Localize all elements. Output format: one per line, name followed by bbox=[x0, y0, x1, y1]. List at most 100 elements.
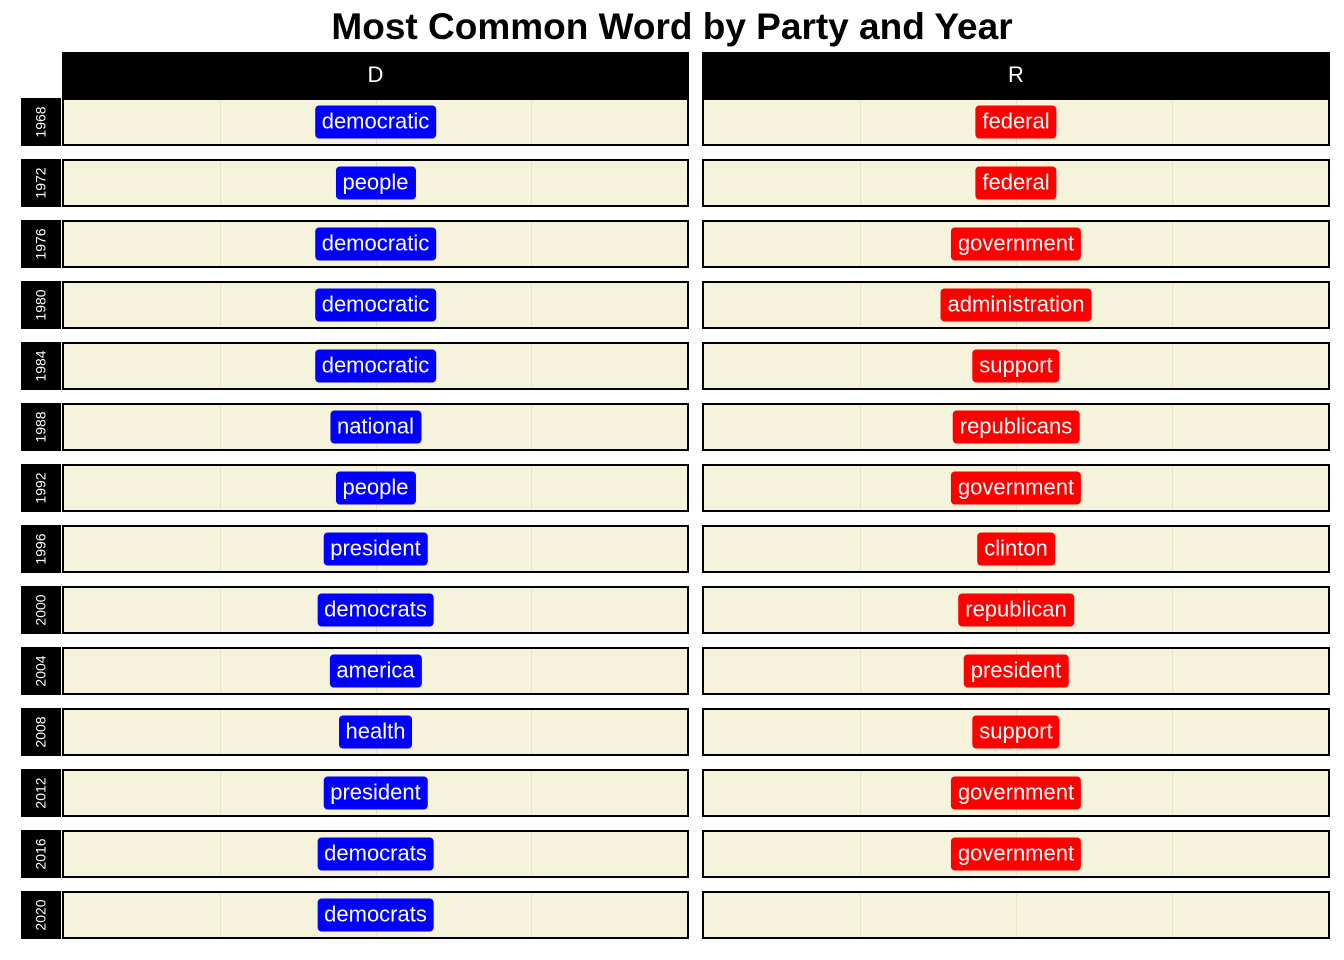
word-label-r-2012: government bbox=[950, 776, 1082, 810]
panel-d-1980: democratic bbox=[62, 281, 689, 329]
chart-title: Most Common Word by Party and Year bbox=[331, 6, 1013, 47]
row-strip-2020: 2020 bbox=[21, 891, 61, 939]
word-label-d-1968: democratic bbox=[314, 105, 437, 139]
word-label-d-1984: democratic bbox=[314, 349, 437, 383]
panel-d-1988: national bbox=[62, 403, 689, 451]
word-label-r-1992: government bbox=[950, 471, 1082, 505]
panel-r-2008: support bbox=[702, 708, 1330, 756]
panel-d-1968: democratic bbox=[62, 98, 689, 146]
gridline bbox=[531, 405, 533, 449]
panel-r-1968: federal bbox=[702, 98, 1330, 146]
panel-r-1984: support bbox=[702, 342, 1330, 390]
gridline bbox=[219, 771, 221, 815]
gridline bbox=[531, 222, 533, 266]
gridline bbox=[531, 161, 533, 205]
row-strip-1968: 1968 bbox=[21, 98, 61, 146]
panel-r-1992: government bbox=[702, 464, 1330, 512]
word-label-d-2004: america bbox=[329, 654, 422, 688]
gridline bbox=[1172, 527, 1173, 571]
word-label-d-2020: democrats bbox=[317, 898, 434, 932]
row-strip-1972: 1972 bbox=[21, 159, 61, 207]
gridline bbox=[531, 100, 533, 144]
gridline bbox=[1172, 405, 1173, 449]
panel-d-2008: health bbox=[62, 708, 689, 756]
row-strip-2004: 2004 bbox=[21, 647, 61, 695]
panel-d-2004: america bbox=[62, 647, 689, 695]
gridline bbox=[860, 405, 861, 449]
word-label-r-2008: support bbox=[972, 715, 1060, 749]
gridline bbox=[531, 893, 533, 937]
gridline bbox=[219, 222, 221, 266]
gridline bbox=[1172, 893, 1173, 937]
gridline bbox=[219, 710, 221, 754]
gridline bbox=[1172, 832, 1173, 876]
gridline bbox=[860, 466, 861, 510]
row-strip-2000: 2000 bbox=[21, 586, 61, 634]
gridline bbox=[860, 283, 861, 327]
gridline bbox=[1172, 283, 1173, 327]
panel-r-2000: republican bbox=[702, 586, 1330, 634]
gridline bbox=[860, 588, 861, 632]
gridline bbox=[219, 466, 221, 510]
word-label-r-1972: federal bbox=[975, 166, 1057, 200]
word-label-d-1996: president bbox=[323, 532, 428, 566]
gridline bbox=[1172, 710, 1173, 754]
panel-d-1992: people bbox=[62, 464, 689, 512]
gridline bbox=[1172, 771, 1173, 815]
word-label-r-1988: republicans bbox=[952, 410, 1080, 444]
panel-d-2012: president bbox=[62, 769, 689, 817]
column-strip-r: R bbox=[702, 52, 1330, 98]
panel-d-1984: democratic bbox=[62, 342, 689, 390]
gridline bbox=[219, 893, 221, 937]
word-label-r-1980: administration bbox=[940, 288, 1092, 322]
panel-d-2020: democrats bbox=[62, 891, 689, 939]
gridline bbox=[219, 100, 221, 144]
gridline bbox=[531, 710, 533, 754]
row-strip-1988: 1988 bbox=[21, 403, 61, 451]
panel-d-2016: democrats bbox=[62, 830, 689, 878]
gridline bbox=[860, 649, 861, 693]
gridline bbox=[860, 161, 861, 205]
gridline bbox=[1172, 588, 1173, 632]
word-label-r-1968: federal bbox=[975, 105, 1057, 139]
gridline bbox=[860, 344, 861, 388]
gridline bbox=[1172, 344, 1173, 388]
row-strip-1996: 1996 bbox=[21, 525, 61, 573]
row-strip-1980: 1980 bbox=[21, 281, 61, 329]
gridline bbox=[1172, 466, 1173, 510]
panel-r-2012: government bbox=[702, 769, 1330, 817]
gridline bbox=[531, 466, 533, 510]
column-strip-d: D bbox=[62, 52, 689, 98]
word-label-r-2000: republican bbox=[958, 593, 1074, 627]
gridline bbox=[531, 832, 533, 876]
gridline bbox=[219, 283, 221, 327]
word-label-d-1992: people bbox=[335, 471, 416, 505]
gridline bbox=[531, 527, 533, 571]
gridline bbox=[219, 527, 221, 571]
gridline bbox=[860, 771, 861, 815]
word-label-d-2000: democrats bbox=[317, 593, 434, 627]
panel-d-1976: democratic bbox=[62, 220, 689, 268]
panel-r-2020 bbox=[702, 891, 1330, 939]
gridline bbox=[1172, 161, 1173, 205]
panel-r-2004: president bbox=[702, 647, 1330, 695]
gridline bbox=[1016, 893, 1017, 937]
panel-r-1980: administration bbox=[702, 281, 1330, 329]
gridline bbox=[219, 161, 221, 205]
row-strip-2012: 2012 bbox=[21, 769, 61, 817]
gridline bbox=[860, 527, 861, 571]
gridline bbox=[219, 405, 221, 449]
row-strip-1984: 1984 bbox=[21, 342, 61, 390]
row-strip-1976: 1976 bbox=[21, 220, 61, 268]
word-label-d-1976: democratic bbox=[314, 227, 437, 261]
panel-d-2000: democrats bbox=[62, 586, 689, 634]
panel-r-2016: government bbox=[702, 830, 1330, 878]
word-label-r-1996: clinton bbox=[977, 532, 1055, 566]
word-label-d-2012: president bbox=[323, 776, 428, 810]
gridline bbox=[860, 100, 861, 144]
gridline bbox=[860, 832, 861, 876]
gridline bbox=[531, 771, 533, 815]
gridline bbox=[219, 832, 221, 876]
word-label-d-2016: democrats bbox=[317, 837, 434, 871]
panel-d-1996: president bbox=[62, 525, 689, 573]
